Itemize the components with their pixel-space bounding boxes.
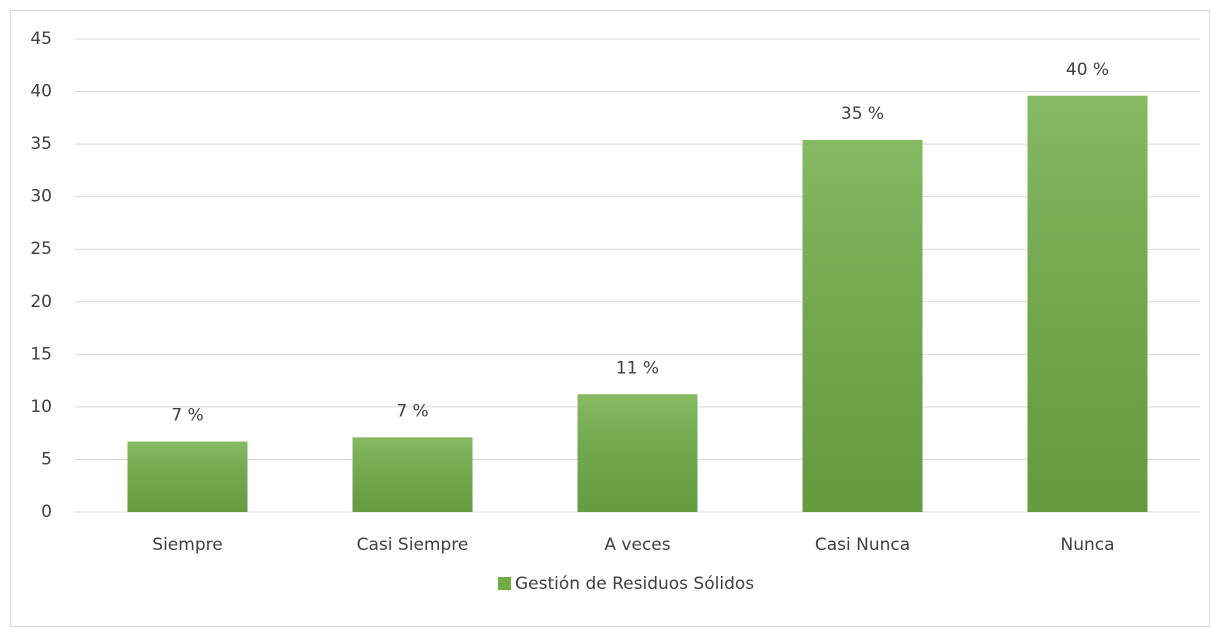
y-tick-label: 5 — [41, 449, 52, 469]
y-tick-label: 30 — [30, 187, 52, 207]
y-tick-label: 35 — [30, 134, 52, 154]
data-label: 7 % — [396, 401, 428, 421]
data-label: 35 % — [841, 104, 884, 124]
y-tick-label: 40 — [30, 82, 52, 102]
bar-shade — [1027, 95, 1148, 512]
data-label: 11 % — [616, 358, 659, 378]
y-tick-label: 45 — [30, 29, 52, 49]
bar-shade — [802, 139, 923, 512]
x-tick-label: A veces — [604, 535, 670, 555]
y-tick-label: 10 — [30, 397, 52, 417]
x-tick-label: Siempre — [152, 535, 222, 555]
y-tick-label: 20 — [30, 292, 52, 312]
y-tick-label: 15 — [30, 344, 52, 364]
bar-shade — [127, 441, 248, 512]
data-label: 7 % — [171, 406, 203, 426]
data-label: 40 % — [1066, 60, 1109, 80]
x-tick-label: Nunca — [1060, 535, 1114, 555]
bar-shade — [352, 437, 473, 512]
x-tick-label: Casi Nunca — [815, 535, 910, 555]
chart-border — [10, 10, 1210, 627]
y-tick-label: 0 — [41, 502, 52, 522]
y-tick-label: 25 — [30, 239, 52, 259]
legend-label: Gestión de Residuos Sólidos — [515, 574, 754, 594]
legend-swatch — [498, 577, 511, 590]
bar-shade — [577, 394, 698, 512]
x-tick-label: Casi Siempre — [357, 535, 469, 555]
